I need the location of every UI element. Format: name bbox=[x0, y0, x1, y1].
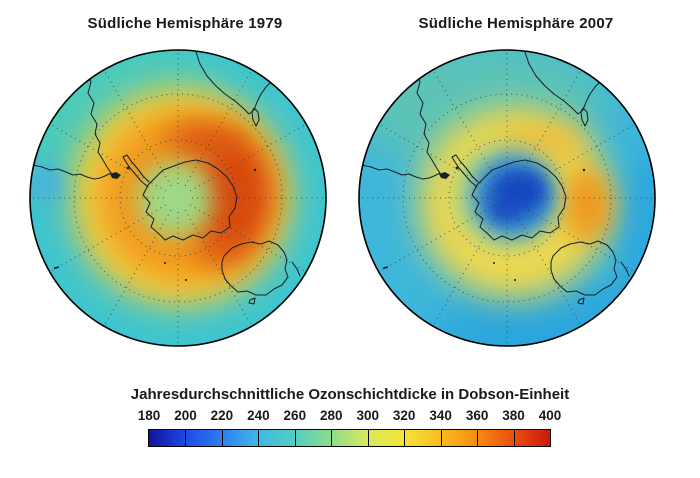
colorbar-gradient bbox=[148, 429, 551, 447]
colorbar-tick-label: 200 bbox=[174, 408, 197, 423]
globe-outline-2007 bbox=[358, 49, 656, 347]
colorbar-tick-label: 180 bbox=[137, 408, 161, 423]
colorbar-tick-label: 360 bbox=[465, 408, 489, 423]
colorbar-segment-divider bbox=[185, 430, 187, 446]
globe-outline-1979 bbox=[29, 49, 327, 347]
map-title-2007: Südliche Hemisphäre 2007 bbox=[418, 15, 614, 32]
ozone-polar-green-1979 bbox=[138, 162, 212, 236]
ozone-field-1979 bbox=[30, 50, 326, 346]
colorbar-tick-label: 340 bbox=[429, 408, 452, 423]
colorbar-segment-divider bbox=[513, 430, 515, 446]
ozone-hole-core-lobe bbox=[489, 196, 521, 220]
colorbar-tick-label: 320 bbox=[392, 408, 416, 423]
colorbar-tick-label: 300 bbox=[356, 408, 379, 423]
colorbar-tick-label: 240 bbox=[247, 408, 270, 423]
colorbar-segment-divider bbox=[477, 430, 479, 446]
colorbar-segment-divider bbox=[331, 430, 333, 446]
ozone-ring-maximum-southeast bbox=[196, 218, 252, 270]
map-title-1979: Südliche Hemisphäre 1979 bbox=[87, 15, 283, 32]
colorbar-tick-label: 260 bbox=[283, 408, 307, 423]
map-2007 bbox=[358, 49, 656, 347]
ozone-blue-patch-west bbox=[31, 161, 61, 205]
map-1979 bbox=[29, 49, 327, 347]
colorbar-tick-label: 280 bbox=[320, 408, 343, 423]
colorbar-tick-label: 400 bbox=[538, 408, 562, 423]
colorbar-segment-divider bbox=[367, 430, 369, 446]
ozone-ring-maximum-north bbox=[166, 122, 246, 162]
colorbar-tick-label: 380 bbox=[502, 408, 525, 423]
colorbar-segment-divider bbox=[404, 430, 406, 446]
colorbar-segment-divider bbox=[294, 430, 296, 446]
colorbar-segment-divider bbox=[258, 430, 260, 446]
colorbar-segment-divider bbox=[221, 430, 223, 446]
ozone-orange-spot-east bbox=[562, 169, 612, 241]
colorbar-segment-divider bbox=[440, 430, 442, 446]
colorbar-tick-label: 220 bbox=[210, 408, 234, 423]
colorbar-tick-labels: 180 200 220 240 260 280 300 320 340 360 380 400 bbox=[138, 408, 562, 424]
colorbar-caption: Jahresdurchschnittliche Ozonschichtdicke… bbox=[130, 386, 570, 403]
